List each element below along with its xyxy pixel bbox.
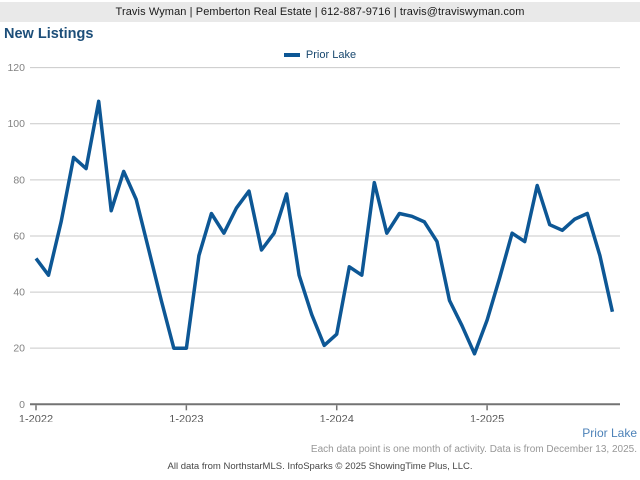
x-tick-label: 1-2022 [19,413,53,422]
series-line [34,99,615,356]
y-tick-label: 40 [13,287,25,299]
page-title: New Listings [4,26,94,42]
contact-info-text: Travis Wyman | Pemberton Real Estate | 6… [115,6,525,18]
bottom-series-label: Prior Lake [582,426,637,440]
x-tick-label: 1-2024 [320,413,354,422]
attribution-text: All data from NorthstarMLS. InfoSparks ©… [167,461,473,472]
chart-canvas: 0 20 40 60 80 100 120 1-2022 1-2023 1-2024 1-2025 [7,62,620,422]
x-tick-label: 1-2023 [169,413,203,422]
y-tick-label: 120 [7,62,25,74]
data-footnote: Each data point is one month of activity… [310,444,637,455]
y-tick-label: 80 [13,174,25,186]
y-tick-label: 20 [13,343,25,355]
y-tick-label: 0 [19,399,25,411]
chart-legend: Prior Lake [0,48,640,62]
x-tick-label: 1-2025 [470,413,504,422]
legend-line-swatch [283,53,300,57]
y-tick-label: 60 [13,230,25,242]
y-tick-label: 100 [7,118,25,130]
contact-header-bar: Travis Wyman | Pemberton Real Estate | 6… [0,2,640,22]
legend-series-label: Prior Lake [305,49,357,61]
